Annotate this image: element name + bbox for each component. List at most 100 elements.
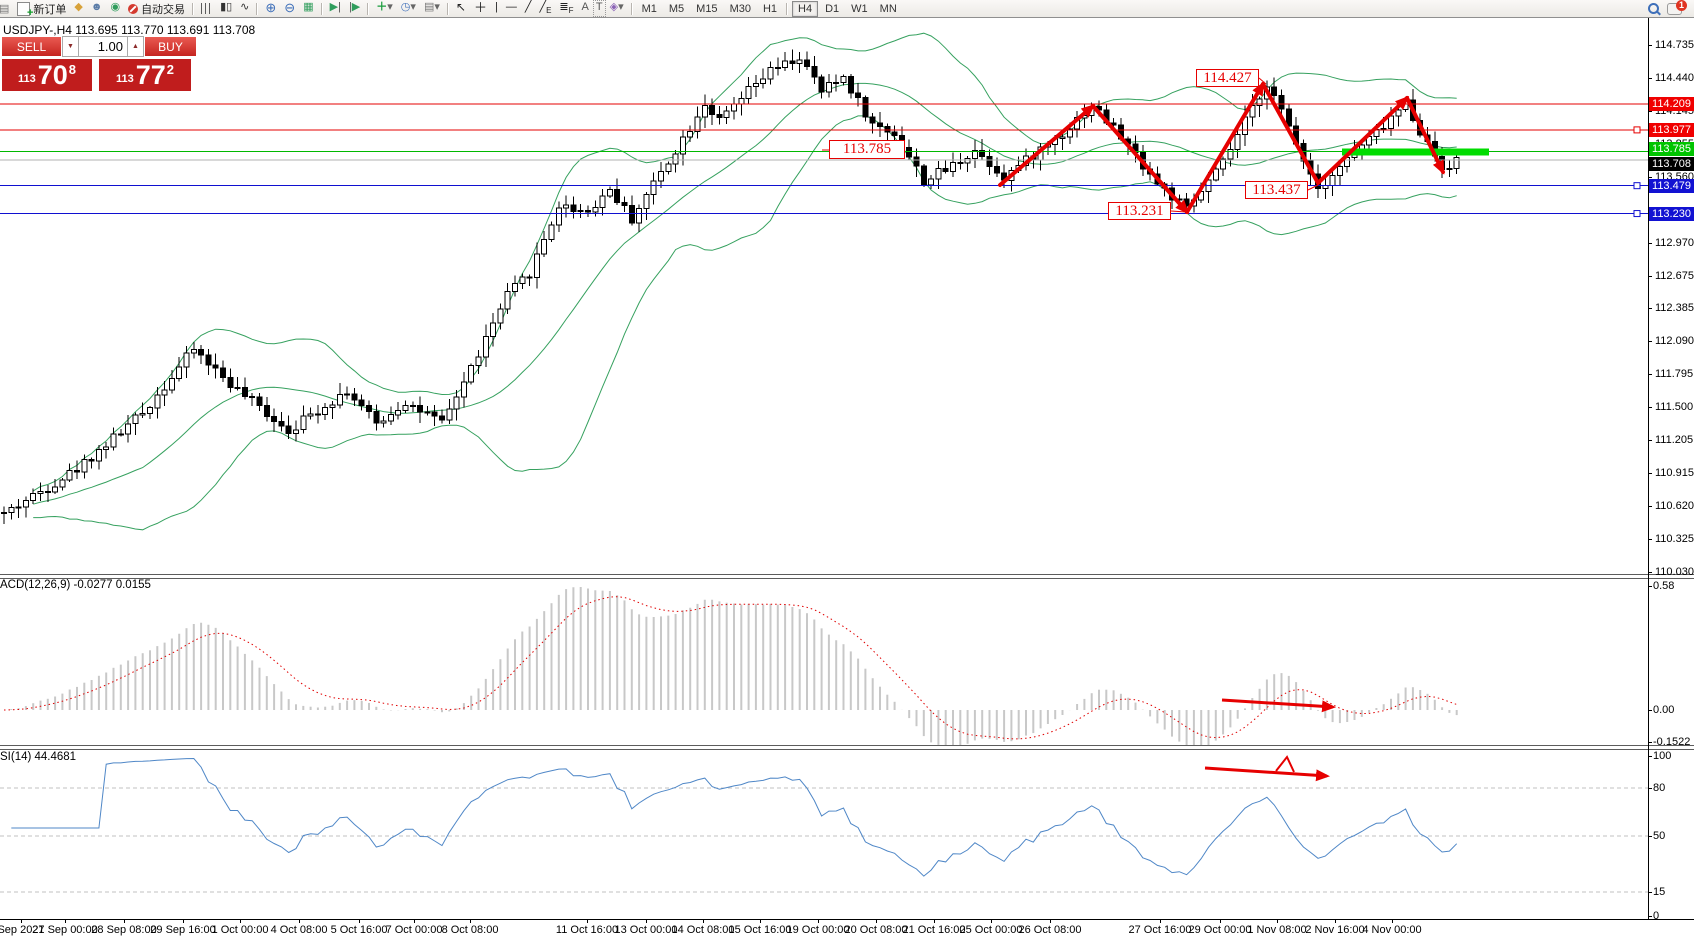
buy-price-tile[interactable]: 113 77 2 [98,58,192,92]
shapes-dropdown[interactable]: ◈▾ [609,1,624,13]
timeframe-h1[interactable]: H1 [762,2,778,15]
volume-increase-button[interactable]: ▲ [127,36,144,57]
channel-tool[interactable]: ╱E [539,1,552,16]
line-chart-icon[interactable]: ∿ [240,1,250,13]
time-label: 29 Sep 16:00 [150,924,216,936]
new-order-button[interactable]: + 新订单 [13,1,70,18]
timeframe-h4[interactable]: H4 [792,0,819,17]
zoom-out-icon[interactable]: ⊖ [284,0,296,15]
time-tick [470,920,471,923]
vertical-line-tool[interactable]: | [494,1,498,13]
price-label-annotation[interactable]: 113.785 [829,140,905,159]
rsi-pane-canvas[interactable] [0,748,1648,918]
pane-splitter-rsi[interactable] [0,745,1694,750]
rsi-axis-label: 15 [1653,886,1666,898]
price-pane-canvas[interactable] [0,18,1648,575]
price-badge: 113.785 [1649,142,1694,157]
price-axis-border [1648,18,1649,919]
time-label: 2 Nov 16:00 [1305,924,1365,936]
time-tick [587,920,588,923]
sell-button[interactable]: SELL [1,36,62,57]
time-label: 21 Oct 16:00 [902,924,966,936]
buy-price-sup: 2 [166,62,175,77]
timeframe-mn[interactable]: MN [879,2,897,15]
time-tick [934,920,935,923]
axis-tick [1648,308,1652,310]
bar-chart-icon[interactable] [197,1,216,16]
price-label-annotation[interactable]: 114.427 [1196,69,1259,87]
axis-tick [1648,505,1652,507]
fibonacci-tool[interactable]: ≣F [559,1,574,16]
time-label: 13 Oct 00:00 [614,924,678,936]
trendline-tool[interactable]: ╱ [524,1,532,13]
volume-input[interactable]: 1.00 [79,36,127,57]
axis-tick [1648,78,1652,80]
alerts-icon[interactable]: ◉ [110,1,121,13]
timeframe-w1[interactable]: W1 [851,2,868,15]
rsi-axis-label: 50 [1653,830,1666,842]
timeframe-m5[interactable]: M5 [668,2,685,15]
crosshair-tool[interactable]: ＋ [473,0,487,15]
buy-price-small: 113 [115,73,134,85]
macd-pane-canvas[interactable] [0,577,1648,745]
time-tick [1220,920,1221,923]
axis-tick [1648,571,1652,573]
zoom-in-icon[interactable]: ⊕ [265,0,277,15]
chart-shift-icon[interactable]: |▶ [348,1,361,13]
cursor-tool[interactable]: ↖ [455,0,466,14]
time-label: 25 Oct 00:00 [959,924,1023,936]
rsi-label: SI(14) 44.4681 [0,751,77,763]
sell-price-big: 70 [37,60,68,90]
time-tick [299,920,300,923]
macd-axis-label: 0.00 [1653,704,1675,716]
candlestick-chart-icon[interactable]: ▮▯ [220,1,233,13]
text-tool[interactable]: A [581,1,589,13]
price-tick-label: 114.440 [1655,72,1694,85]
axis-tick [1648,538,1652,540]
price-tick-label: 110.915 [1655,466,1694,479]
new-order-label: 新订单 [33,3,67,16]
template-dropdown[interactable]: ▤▾ [423,1,440,13]
time-label: 1 Oct 00:00 [211,924,269,936]
styles-bucket-icon[interactable]: ◆ [74,1,83,13]
pane-splitter-macd[interactable] [0,574,1694,579]
axis-tick [1648,788,1652,789]
time-tick [359,920,360,923]
price-label-annotation[interactable]: 113.437 [1245,181,1308,199]
price-tick-label: 114.735 [1655,39,1694,51]
timeframe-d1[interactable]: D1 [825,2,840,15]
time-tick [21,920,22,923]
text-label-tool[interactable]: T [592,0,606,17]
axis-tick [1648,45,1652,46]
rsi-axis-label: 100 [1653,750,1672,762]
sell-price-tile[interactable]: 113 70 8 [1,58,93,92]
notifications-bubble-icon[interactable]: 1 [1663,0,1687,16]
profile-icon[interactable]: ☻ [90,1,103,13]
time-label: 5 Oct 16:00 [330,924,388,936]
window-icon[interactable]: ▤ [0,3,10,15]
buy-button[interactable]: BUY [144,36,197,57]
price-axis[interactable]: 114.735114.440114.145113.855113.560112.9… [1648,18,1694,922]
price-label-annotation[interactable]: 113.231 [1108,202,1171,220]
time-tick [876,920,877,923]
time-tick [1392,920,1393,923]
search-icon[interactable] [1644,1,1663,16]
volume-decrease-button[interactable]: ▼ [62,36,79,57]
auto-trading-button[interactable]: 自动交易 [124,1,189,16]
price-badge: 114.209 [1649,96,1694,111]
timeframe-m15[interactable]: M15 [696,2,718,15]
timeframe-m1[interactable]: M1 [641,2,657,15]
axis-tick [1648,586,1652,588]
add-indicator-button[interactable]: ＋▾ [376,1,393,13]
price-tick-label: 112.090 [1655,335,1694,348]
time-axis[interactable]: Sep 2021 27 Sep 00:00 28 Sep 08:00 29 Sep 1… [0,919,1694,938]
horizontal-line-tool[interactable]: — [505,1,517,13]
axis-tick [1648,374,1652,376]
time-tick [1335,920,1336,923]
price-badge: 113.230 [1649,206,1694,221]
tile-windows-icon[interactable]: ▦ [303,1,314,13]
price-tick-label: 112.385 [1655,302,1694,315]
auto-scroll-icon[interactable]: ▶| [329,1,341,13]
period-dropdown[interactable]: ◷▾ [400,1,416,13]
timeframe-m30[interactable]: M30 [729,2,751,15]
